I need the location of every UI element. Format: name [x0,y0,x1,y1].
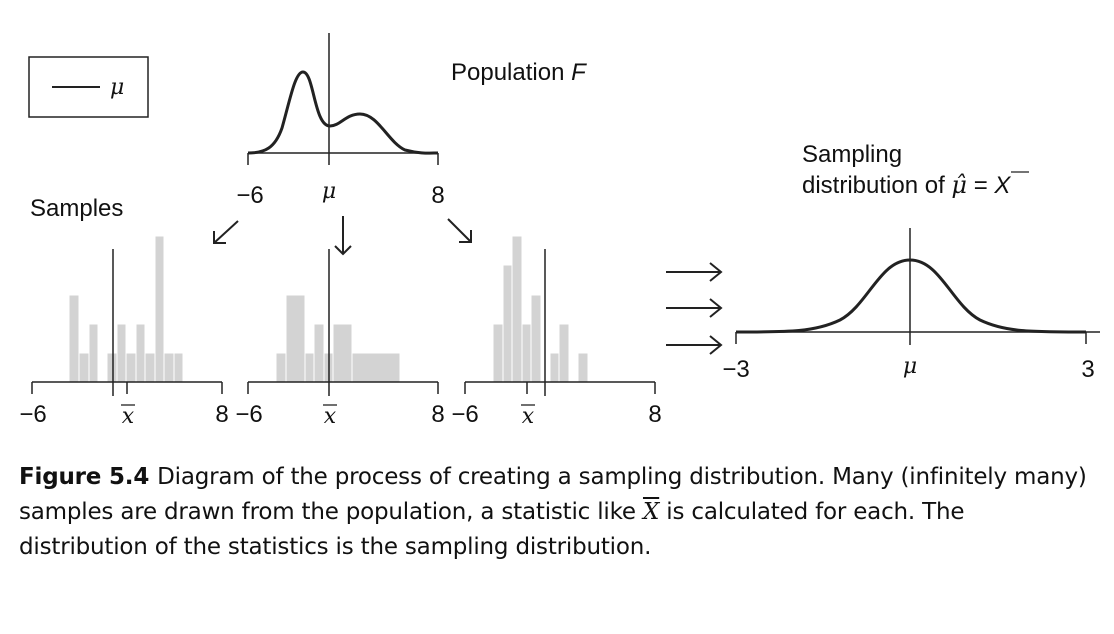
samples-label: Samples [30,195,123,222]
histogram-2-tick-label-max: 8 [431,401,444,428]
histogram-bar [313,323,325,383]
histogram-1-tick-label-min: −6 [19,401,46,428]
arrow-down-icon [334,216,352,256]
histogram-3-tick-label-max: 8 [648,401,661,428]
histogram-bar [492,323,504,383]
population-density-curve [247,70,439,155]
histogram-bar [135,323,146,383]
legend-box [28,56,149,118]
histogram-3-tick-label-min: −6 [451,401,478,428]
histogram-bar [332,323,353,383]
histogram-3-tick-label-xbar: x [522,404,535,429]
histogram-bar [285,294,306,383]
sampling-title-line1: Sampling [802,141,902,168]
figure-caption: Figure 5.4 Diagram of the process of crea… [19,460,1099,565]
population-title: Population F [451,59,587,86]
caption-text-before: Diagram of the process of creating a sam… [19,464,1087,525]
sampling-tick-label-min: −3 [722,356,749,383]
histogram-bar [116,323,127,383]
sampling-tick-label-max: 3 [1081,356,1094,383]
population-plot: Population F −6 μ 8 [236,33,587,209]
histogram-bar [351,352,401,383]
histogram-bar [125,352,137,383]
population-to-samples-arrows [213,216,472,256]
histogram-1-bars [68,235,184,383]
histogram-bar [144,352,156,383]
histogram-2-bars [275,294,401,383]
sample-histogram-2: −6 x 8 [235,249,445,429]
legend: μ [28,56,149,118]
arrow-down-left-icon [213,220,239,244]
histogram-bar [511,235,523,383]
arrow-right-icon [666,335,723,355]
arrow-right-icon [666,298,723,318]
histogram-bar [275,352,287,383]
histogram-bar [88,323,99,383]
caption-text-after: is calculated for each. The distribution… [19,499,965,560]
histogram-1-tick-label-max: 8 [215,401,228,428]
histogram-bar [549,352,560,383]
histogram-1-tick-label-xbar: x [122,404,135,429]
figure-number: Figure 5.4 [19,464,150,490]
histogram-bar [530,294,542,383]
histogram-bar [68,294,80,383]
sampling-density-curve [735,258,1087,334]
population-tick-label-mu: μ [322,179,336,204]
arrow-down-right-icon [447,218,472,243]
histogram-bar [558,323,570,383]
samples-to-distribution-arrows [666,262,723,355]
caption-symbol: X [642,499,660,525]
histogram-bar [78,352,90,383]
sample-histogram-3: −6 x 8 [451,235,662,429]
legend-label: μ [110,75,124,100]
histogram-bar [304,352,315,383]
histogram-bar [502,264,513,383]
histogram-bar [106,352,118,383]
histogram-bar [521,323,532,383]
sampling-tick-label-mu: μ [903,354,917,379]
histogram-bar [163,352,175,383]
sampling-title-line2: distribution of μ̂ = X [802,171,1011,199]
histogram-2-tick-label-min: −6 [235,401,262,428]
population-tick-label-min: −6 [236,182,263,209]
sampling-distribution-plot: Sampling distribution of μ̂ = X −3 μ 3 [722,141,1100,383]
population-tick-label-max: 8 [431,182,444,209]
arrow-right-icon [666,262,723,282]
histogram-bar [173,352,184,383]
sample-histogram-1: −6 x 8 [19,235,229,429]
histogram-3-bars [492,235,589,383]
histogram-2-tick-label-xbar: x [324,404,337,429]
histogram-bar [154,235,165,383]
histogram-bar [577,352,589,383]
